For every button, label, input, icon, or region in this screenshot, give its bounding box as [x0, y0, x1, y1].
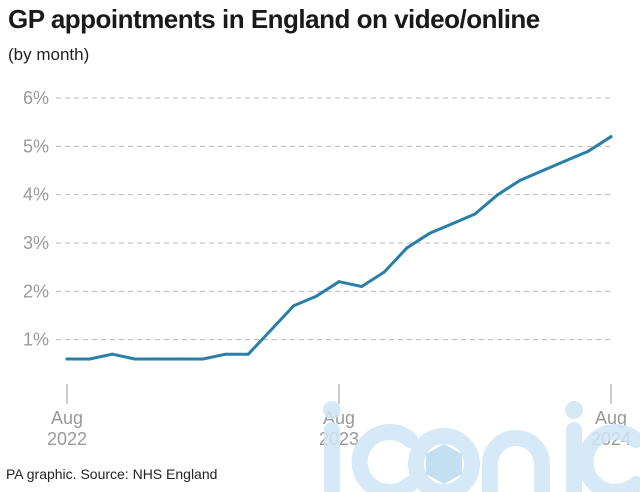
gridlines — [56, 97, 612, 341]
y-tick-label: 2% — [23, 281, 49, 301]
data-point — [292, 304, 296, 308]
data-point — [110, 352, 114, 356]
y-tick-label: 6% — [23, 88, 49, 108]
data-point — [360, 285, 364, 288]
data-point — [450, 222, 454, 226]
series-layer — [65, 135, 613, 361]
x-tick-label-month: Aug — [595, 408, 627, 428]
data-point — [586, 149, 590, 153]
data-point — [337, 280, 341, 284]
data-point — [496, 193, 500, 197]
data-point — [224, 352, 228, 356]
data-point — [314, 294, 318, 298]
data-point — [473, 212, 477, 216]
series-line — [65, 135, 613, 361]
data-point — [428, 231, 432, 235]
data-point — [405, 246, 409, 250]
data-point — [518, 178, 522, 182]
x-tick-label-year: 2022 — [47, 429, 87, 449]
data-point — [541, 169, 545, 172]
x-tick-label-month: Aug — [51, 408, 83, 428]
y-tick-label: 3% — [23, 233, 49, 253]
data-point — [269, 328, 273, 332]
data-point — [609, 135, 613, 139]
data-point — [564, 159, 568, 163]
data-point — [382, 270, 386, 274]
data-point — [88, 357, 92, 361]
chart-subtitle: (by month) — [8, 45, 90, 64]
source-note: PA graphic. Source: NHS England — [6, 466, 218, 482]
data-point — [178, 357, 182, 361]
y-tick-label: 5% — [23, 136, 49, 156]
data-point — [65, 357, 69, 361]
chart-title: GP appointments in England on video/onli… — [8, 4, 540, 34]
iconic-watermark-logo — [323, 401, 640, 492]
data-point — [201, 357, 205, 361]
y-axis-ticks: 1% 2% 3% 4% 5% 6% — [23, 88, 49, 350]
y-tick-label: 1% — [23, 330, 49, 350]
data-point — [156, 357, 160, 361]
data-point — [246, 352, 250, 356]
y-tick-label: 4% — [23, 185, 49, 205]
data-point — [133, 357, 137, 361]
